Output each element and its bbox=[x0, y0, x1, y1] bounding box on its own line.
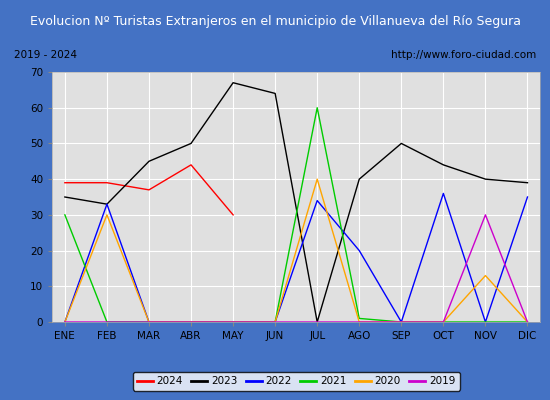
Legend: 2024, 2023, 2022, 2021, 2020, 2019: 2024, 2023, 2022, 2021, 2020, 2019 bbox=[133, 372, 460, 390]
Text: http://www.foro-ciudad.com: http://www.foro-ciudad.com bbox=[390, 50, 536, 60]
Text: 2019 - 2024: 2019 - 2024 bbox=[14, 50, 77, 60]
Text: Evolucion Nº Turistas Extranjeros en el municipio de Villanueva del Río Segura: Evolucion Nº Turistas Extranjeros en el … bbox=[30, 14, 520, 28]
